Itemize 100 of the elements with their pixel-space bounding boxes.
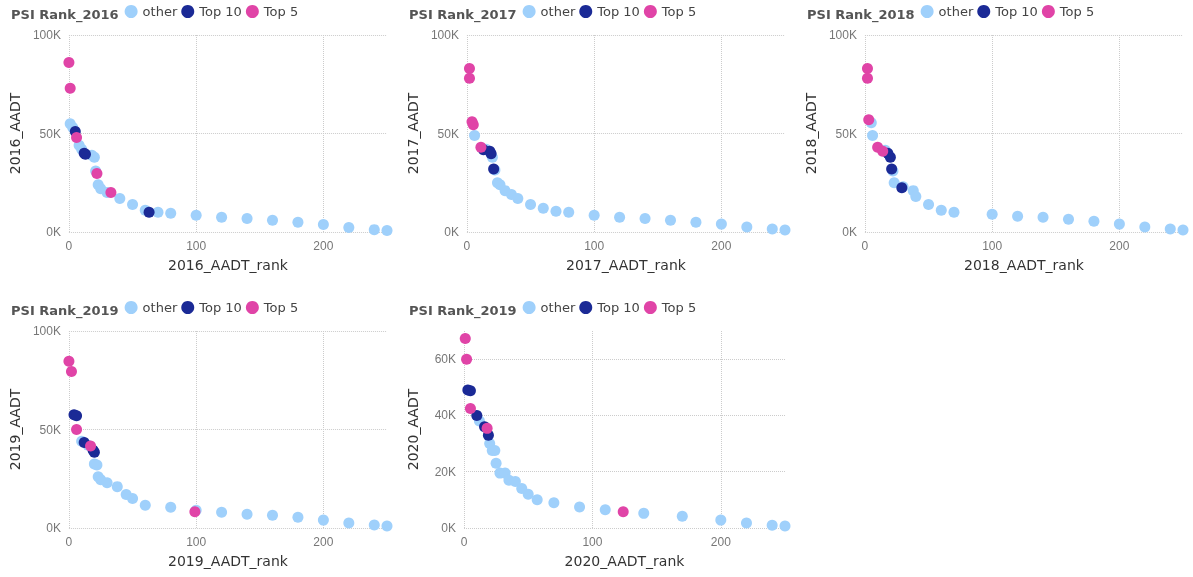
x-tick-label: 200 (1109, 239, 1130, 253)
point (114, 193, 126, 205)
legend-title: PSI Rank_2019 (409, 303, 517, 319)
point (766, 223, 778, 235)
y-tick-label: 100K (32, 324, 61, 338)
point (522, 488, 534, 500)
point (690, 216, 702, 228)
y-tick-label: 50K (437, 126, 459, 141)
point (471, 409, 483, 421)
y-tick-label: 20K (434, 464, 456, 479)
point (343, 221, 355, 233)
point (1164, 223, 1176, 235)
point (165, 207, 177, 219)
point (165, 501, 177, 513)
point (463, 62, 475, 74)
point (574, 501, 586, 513)
x-axis-title: 2018_AADT_rank (964, 257, 1085, 273)
x-tick-label: 100 (584, 239, 605, 253)
point (490, 457, 502, 469)
point (71, 131, 83, 143)
y-tick-label: 50K (835, 126, 857, 141)
point (923, 198, 935, 210)
x-tick-label: 0 (65, 239, 73, 253)
point (766, 519, 778, 531)
point (267, 214, 278, 226)
x-tick-label: 0 (460, 535, 468, 549)
point (216, 211, 228, 223)
point (639, 213, 651, 225)
point (741, 221, 753, 233)
point (463, 72, 475, 84)
point (111, 481, 123, 493)
y-tick-label: 100K (32, 28, 61, 42)
x-axis-title: 2016_AADT_rank (168, 257, 289, 273)
legend-label: Top 5 (262, 300, 299, 315)
y-tick-label: 40K (434, 408, 456, 423)
point (1063, 213, 1074, 225)
point (267, 509, 278, 521)
point (63, 355, 75, 367)
point (715, 514, 727, 526)
point (525, 198, 537, 210)
legend-label: Top 5 (1058, 4, 1095, 19)
point (343, 517, 355, 529)
point (1088, 215, 1100, 227)
legend-label: other (540, 300, 576, 315)
point (71, 424, 83, 435)
y-tick-label: 0K (46, 521, 61, 535)
point (986, 208, 998, 220)
y-tick-label: 100K (430, 28, 459, 42)
point (676, 510, 688, 522)
y-tick-label: 100K (828, 28, 857, 42)
point (190, 209, 202, 221)
legend-title: PSI Rank_2018 (807, 7, 915, 23)
point (381, 520, 393, 532)
x-tick-label: 200 (711, 239, 732, 253)
point (368, 224, 380, 236)
y-axis-title: 2020_AADT (405, 388, 421, 471)
legend-label: other (540, 4, 576, 19)
point (368, 519, 380, 531)
legend-label: Top 5 (660, 300, 697, 315)
point (64, 82, 76, 94)
y-tick-label: 0K (46, 225, 61, 239)
point (861, 72, 873, 84)
point (617, 506, 629, 518)
point (1012, 210, 1024, 222)
point (101, 477, 113, 489)
point (1113, 218, 1125, 230)
point (614, 211, 626, 223)
x-tick-label: 100 (982, 239, 1003, 253)
point (292, 511, 304, 523)
point (469, 129, 481, 141)
point (948, 206, 960, 218)
legend-label: Top 5 (262, 4, 299, 19)
point (779, 520, 791, 532)
legend-label: Top 10 (994, 4, 1038, 19)
point (1177, 224, 1189, 236)
x-axis-title: 2020_AADT_rank (564, 553, 686, 569)
y-tick-label: 50K (39, 126, 61, 141)
point (381, 224, 393, 236)
legend-label: other (938, 4, 974, 19)
y-tick-label: 0K (441, 521, 456, 535)
legend-label: Top 10 (596, 300, 640, 315)
point (715, 218, 727, 230)
legend-label: other (142, 300, 178, 315)
point (241, 213, 253, 225)
point (1139, 221, 1151, 233)
legend-label: Top 5 (660, 4, 697, 19)
point (464, 402, 476, 414)
y-tick-label: 0K (444, 225, 459, 239)
point (910, 191, 922, 203)
y-tick-label: 50K (39, 422, 61, 437)
point (139, 499, 151, 511)
point (127, 198, 139, 210)
point (779, 224, 791, 236)
x-axis-title: 2017_AADT_rank (566, 257, 687, 273)
point (888, 177, 900, 189)
point (665, 214, 676, 226)
point (935, 204, 947, 216)
x-tick-label: 0 (65, 535, 73, 549)
point (65, 366, 77, 378)
point (548, 497, 560, 509)
